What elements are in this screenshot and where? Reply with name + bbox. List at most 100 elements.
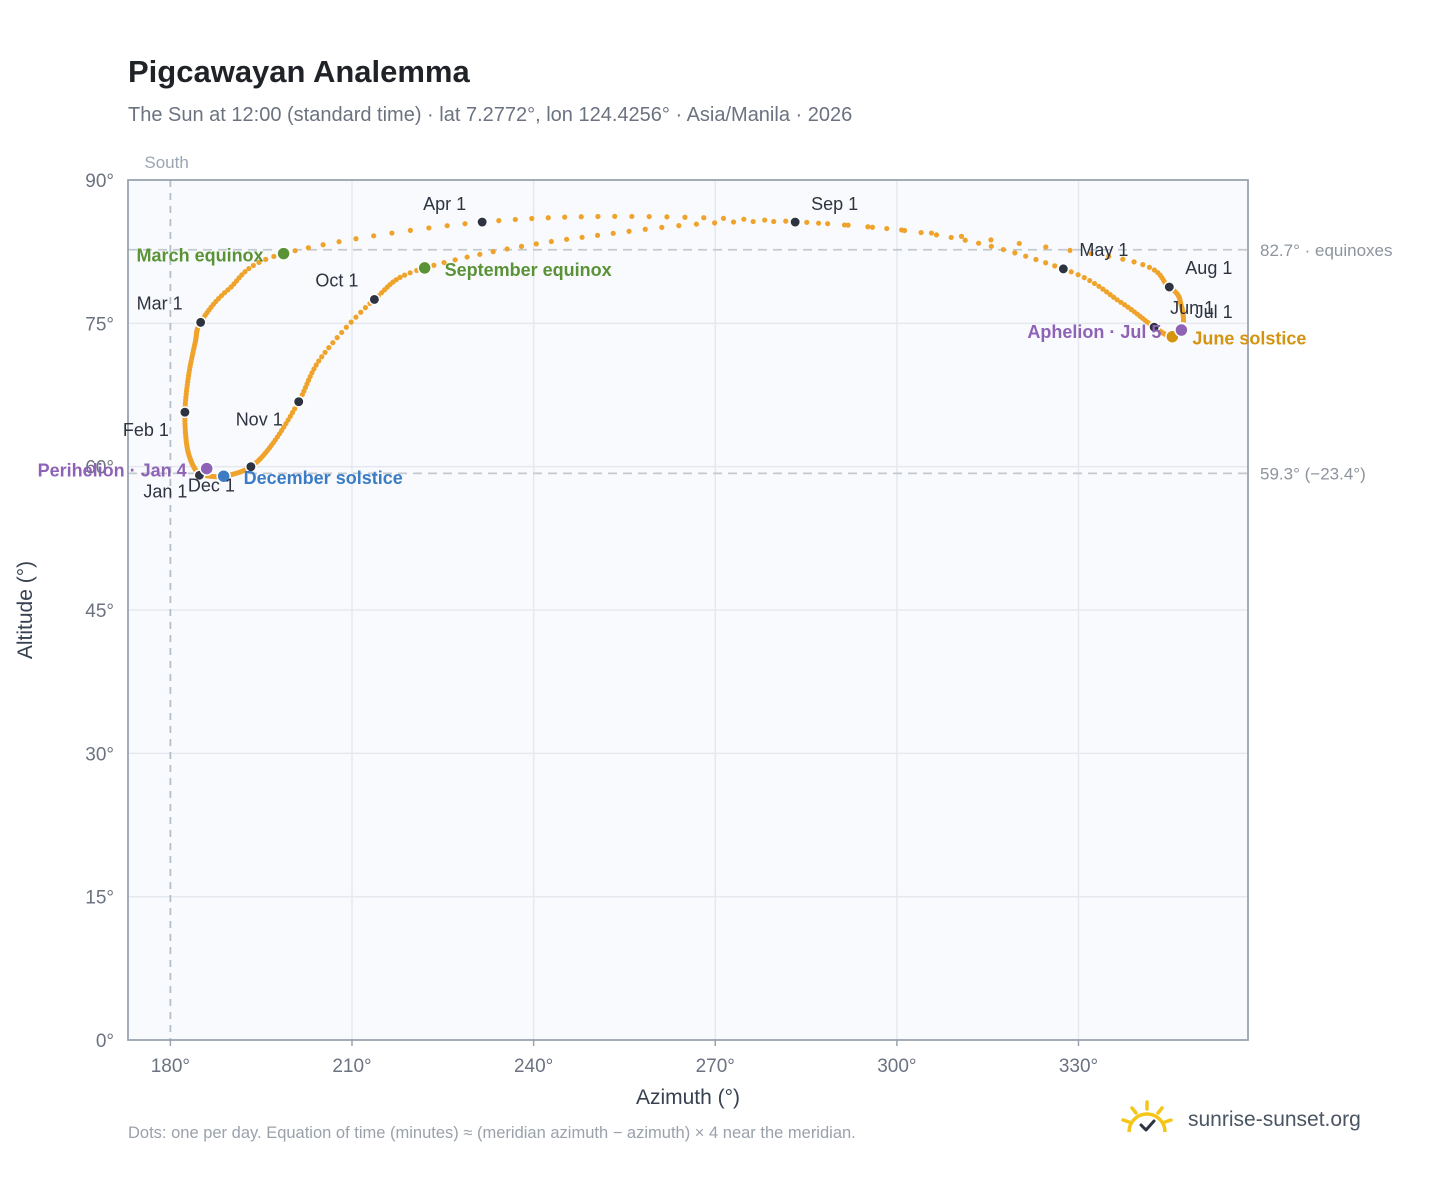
daily-dot — [339, 329, 345, 336]
y-tick-label: 60° — [85, 458, 114, 479]
daily-dot — [975, 240, 982, 246]
daily-dot — [379, 290, 385, 296]
special-marker-label: Perihelion · Jan 4 — [38, 461, 187, 481]
x-tick-label: 270° — [696, 1056, 735, 1077]
chart-subtitle: The Sun at 12:00 (standard time) · lat 7… — [128, 104, 853, 126]
special-marker — [1174, 322, 1189, 338]
daily-dot — [646, 213, 652, 220]
daily-dot — [720, 215, 727, 222]
daily-dot — [477, 251, 483, 257]
month-marker — [789, 216, 802, 228]
month-marker — [1148, 321, 1161, 334]
daily-dot — [1104, 289, 1110, 295]
x-tick-label: 180° — [151, 1056, 190, 1077]
daily-dot — [250, 262, 256, 269]
daily-dot — [242, 269, 248, 275]
daily-dot — [783, 218, 789, 224]
brand-link[interactable]: sunrise-sunset.org — [1120, 1100, 1361, 1140]
daily-dot — [693, 221, 700, 227]
daily-dot — [319, 354, 325, 360]
special-marker-label: Aphelion · Jul 5 — [1027, 322, 1161, 342]
daily-dot — [246, 265, 252, 272]
daily-dot — [1012, 250, 1018, 256]
daily-dot — [348, 319, 354, 325]
daily-dot — [358, 309, 364, 315]
daily-dot — [804, 219, 810, 225]
daily-dot — [518, 243, 525, 249]
daily-dot — [712, 220, 718, 226]
daily-dot — [1100, 286, 1106, 292]
daily-dot — [1120, 256, 1126, 262]
y-tick-label: 75° — [85, 314, 114, 335]
daily-dot — [343, 324, 349, 330]
daily-dot — [311, 366, 317, 372]
special-marker-label: December solstice — [244, 468, 403, 488]
sun-logo-icon — [1121, 1100, 1173, 1133]
daily-dot — [928, 230, 935, 236]
y-tick-label: 90° — [85, 171, 114, 192]
daily-dot — [1091, 280, 1098, 287]
daily-dot — [771, 218, 777, 225]
daily-dot — [305, 245, 311, 251]
daily-dot — [313, 362, 319, 368]
month-marker-label: Jun 1 — [1170, 298, 1214, 318]
month-marker-label: Aug 1 — [1185, 258, 1232, 278]
daily-dot — [1096, 283, 1102, 289]
daily-dot — [407, 270, 413, 276]
month-marker — [244, 460, 257, 473]
daily-dot — [407, 227, 413, 233]
daily-dot — [336, 239, 342, 245]
daily-dot — [629, 213, 635, 220]
daily-dot — [1043, 244, 1049, 250]
daily-dot — [815, 220, 822, 226]
daily-dot — [865, 224, 871, 230]
daily-dot — [529, 215, 535, 222]
brand-label: sunrise-sunset.org — [1188, 1108, 1361, 1131]
daily-dot — [1043, 260, 1049, 266]
daily-dot — [594, 232, 601, 238]
daily-dot — [371, 233, 377, 239]
daily-dot — [462, 221, 468, 227]
month-marker-label: Nov 1 — [236, 410, 283, 430]
daily-dot — [825, 221, 831, 227]
daily-dot — [533, 241, 539, 247]
daily-dot — [918, 229, 924, 236]
daily-dot — [664, 214, 670, 220]
y-tick-label: 30° — [85, 744, 114, 765]
month-marker — [194, 316, 207, 329]
y-tick-label: 0° — [96, 1031, 114, 1052]
daily-dot — [730, 219, 737, 225]
daily-dot — [512, 216, 518, 223]
special-marker — [276, 246, 291, 261]
daily-dot — [1081, 275, 1087, 281]
daily-dot — [933, 232, 940, 238]
daily-dot — [441, 259, 447, 266]
daily-dot — [578, 214, 584, 220]
daily-dot — [869, 224, 876, 230]
daily-dot — [988, 237, 994, 243]
daily-dot — [899, 227, 905, 233]
y-axis-title: Altitude (°) — [14, 561, 37, 659]
daily-dot — [1088, 250, 1094, 257]
daily-dot — [353, 236, 359, 242]
reference-label: 82.7° · equinoxes — [1260, 241, 1393, 260]
daily-dot — [1033, 256, 1039, 263]
month-marker — [178, 406, 191, 419]
daily-dot — [402, 272, 408, 278]
daily-dot — [1067, 247, 1073, 253]
month-marker-label: Jul 1 — [1195, 302, 1233, 322]
meridian-label: South — [144, 153, 188, 172]
daily-dot — [682, 214, 688, 220]
x-tick-label: 210° — [332, 1056, 371, 1077]
month-marker-label: Sep 1 — [811, 194, 858, 214]
daily-dot — [1023, 253, 1029, 259]
daily-dot — [948, 234, 954, 241]
daily-dot — [962, 237, 968, 243]
daily-dot — [330, 340, 336, 346]
daily-dot — [263, 256, 269, 262]
plot-border — [127, 179, 1249, 1041]
daily-dot — [701, 215, 707, 221]
daily-dot — [362, 305, 369, 311]
y-tick-label: 15° — [85, 888, 114, 909]
